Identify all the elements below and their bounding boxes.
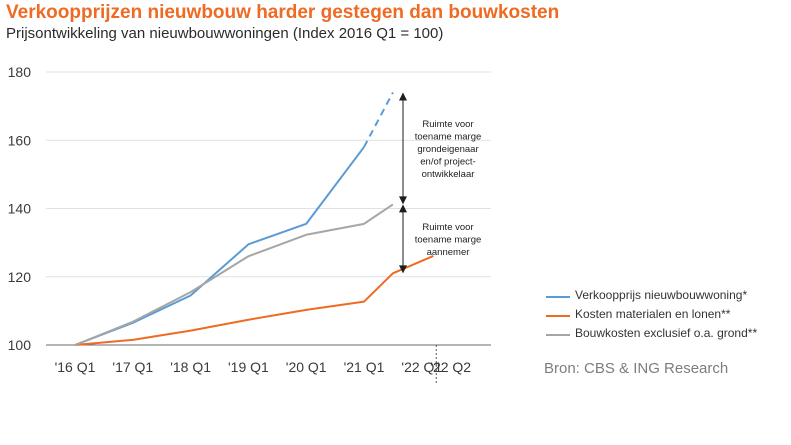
legend-label-kosten: Kosten materialen en lonen** — [575, 307, 731, 321]
series-line-2 — [74, 203, 394, 346]
annotation-text-0-3: en/of project- — [420, 156, 475, 167]
x-axis-ticks: '16 Q1 '17 Q1 '18 Q1 '19 Q1 '20 Q1 '21 Q1 '22 … — [55, 345, 471, 385]
y-tick-label-140: 140 — [8, 201, 32, 217]
annotation-arrowhead-bottom-0 — [399, 196, 407, 205]
legend-swatch-verkoopprijs — [546, 296, 570, 298]
chart-subtitle: Prijsontwikkeling van nieuwbouwwoningen … — [6, 25, 444, 42]
annotation-text-0-4: ontwikkelaar — [422, 169, 475, 180]
chart-title: Verkoopprijzen nieuwbouw harder gestegen… — [6, 2, 560, 23]
y-axis-ticks: 100 120 140 160 180 — [8, 64, 32, 353]
grid-lines — [46, 71, 491, 346]
annotation-text-0-2: grondeigenaar — [417, 144, 478, 155]
annotation-text-1-2: aannemer — [427, 247, 470, 258]
x-tick-label-6: '22 Q1 — [401, 359, 442, 375]
x-tick-label-7: '22 Q2 — [430, 359, 471, 375]
y-tick-label-160: 160 — [8, 132, 32, 148]
annotation-text-1-0: Ruimte voor — [422, 222, 473, 233]
source-note: Bron: CBS & ING Research — [544, 360, 729, 377]
legend-label-verkoopprijs: Verkoopprijs nieuwbouwwoning* — [575, 288, 748, 302]
annotation-arrowhead-bottom-1 — [399, 265, 407, 274]
x-tick-label-5: '21 Q1 — [344, 359, 385, 375]
series-lines — [74, 92, 434, 346]
annotation-arrowhead-top-1 — [399, 204, 407, 213]
x-tick-label-0: '16 Q1 — [55, 359, 96, 375]
y-tick-label-100: 100 — [8, 337, 32, 353]
y-tick-label-180: 180 — [8, 64, 32, 80]
legend-label-bouwkosten: Bouwkosten exclusief o.a. grond** — [575, 326, 758, 340]
annotation-text-0-1: toename marge — [415, 131, 482, 142]
y-tick-label-120: 120 — [8, 269, 32, 285]
annotation-text-0-0: Ruimte voor — [422, 119, 473, 130]
x-tick-label-2: '18 Q1 — [170, 359, 211, 375]
series-line-1 — [74, 255, 434, 346]
x-tick-label-4: '20 Q1 — [286, 359, 327, 375]
series-line-0 — [74, 146, 365, 346]
annotation-text-1-1: toename marge — [415, 234, 482, 245]
series-projection-0 — [363, 92, 394, 148]
legend-swatch-bouwkosten — [546, 334, 570, 336]
legend-swatch-kosten — [546, 315, 570, 317]
x-tick-label-3: '19 Q1 — [228, 359, 269, 375]
x-tick-label-1: '17 Q1 — [112, 359, 153, 375]
annotation-arrowhead-top-0 — [399, 92, 407, 101]
